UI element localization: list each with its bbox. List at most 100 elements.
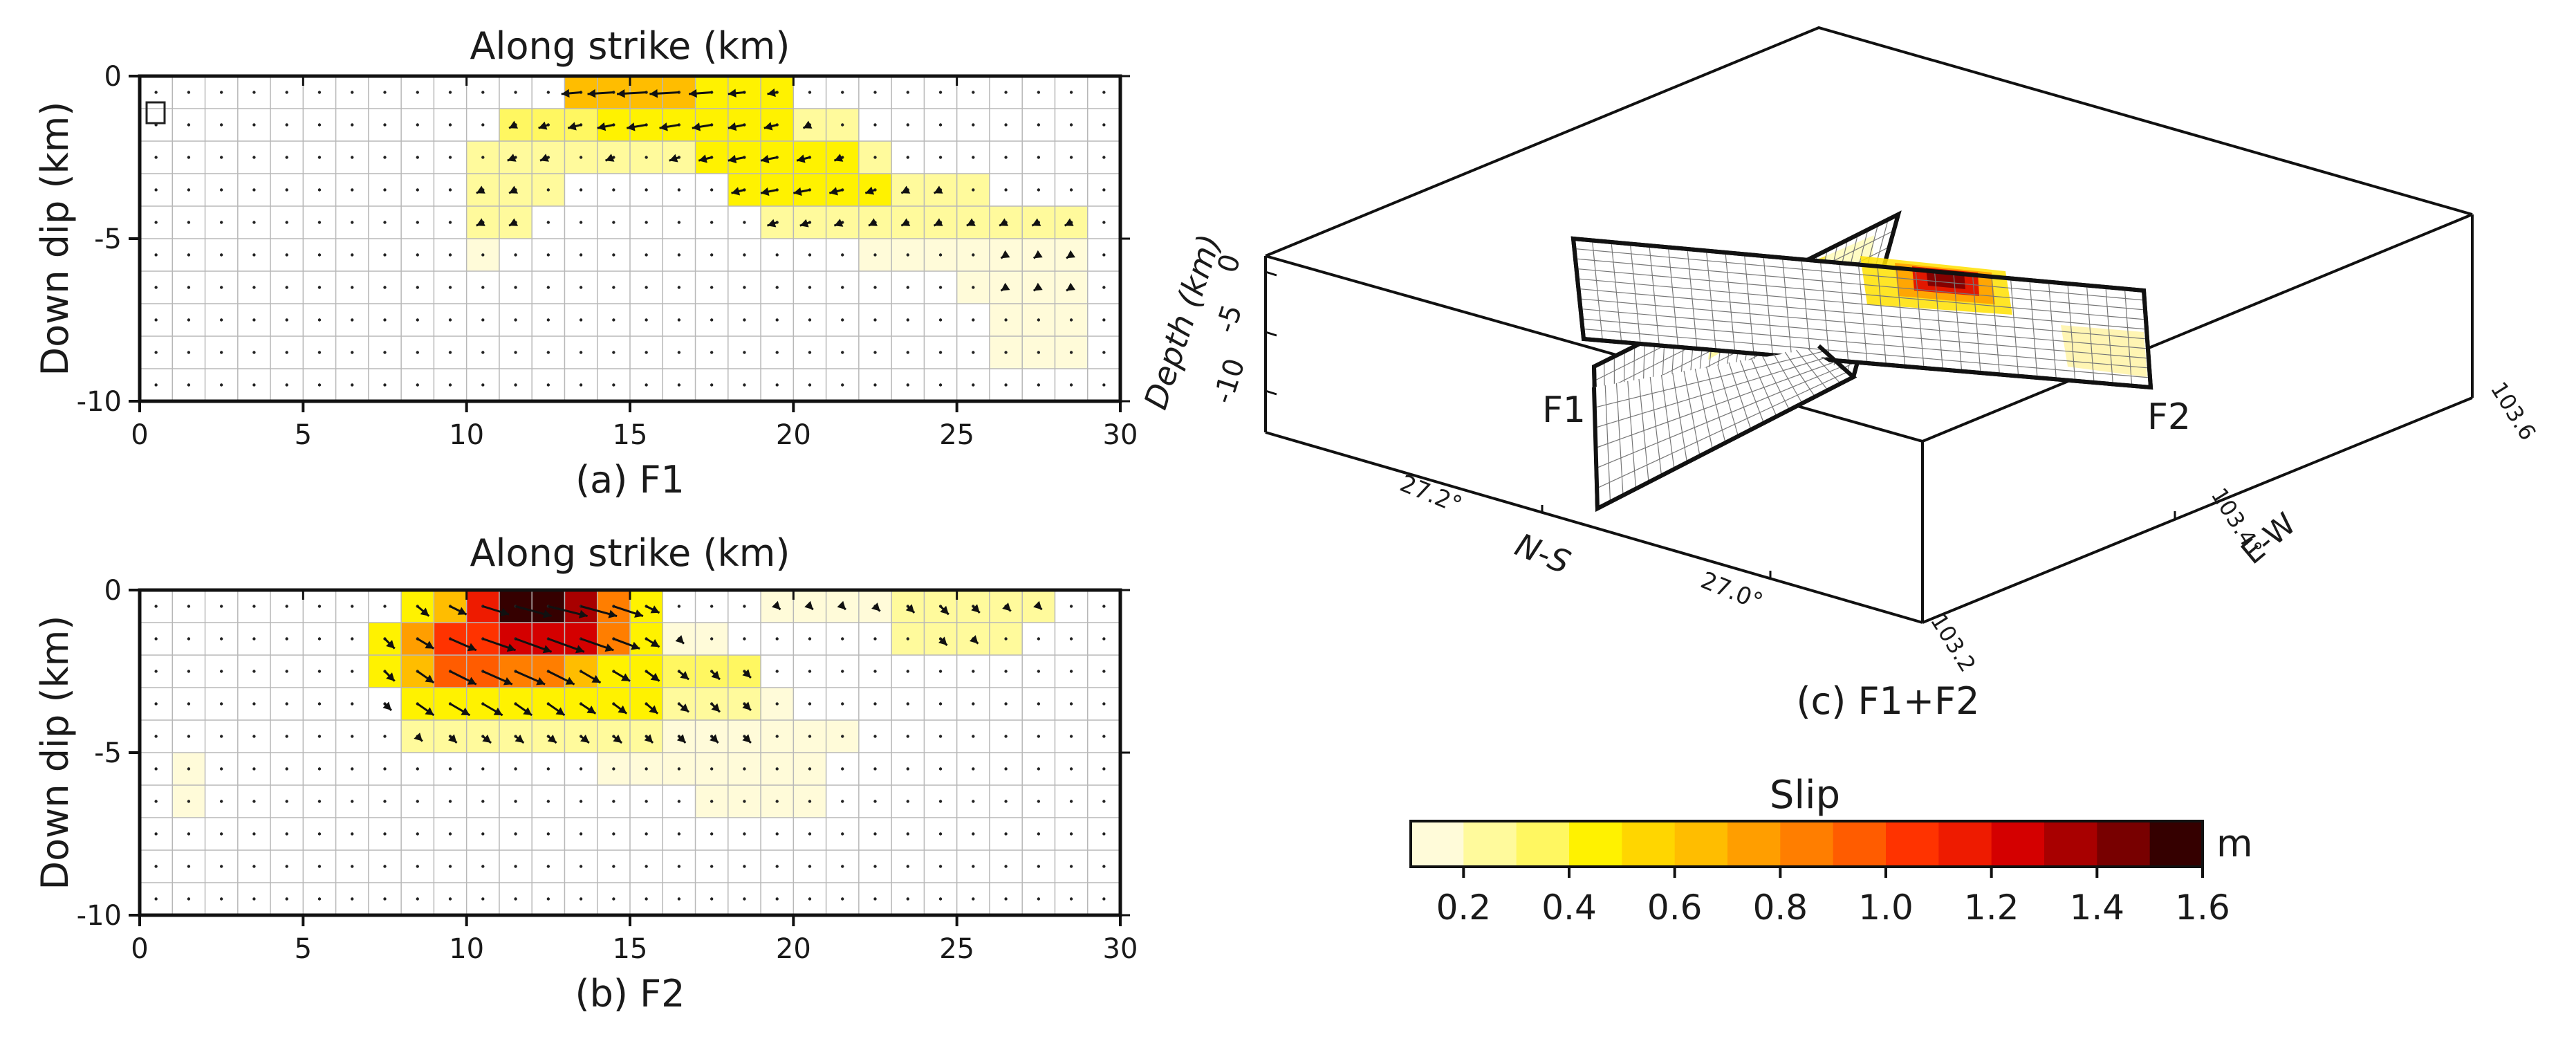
b-rake-arrowhead-21 bbox=[542, 645, 552, 654]
b-cell-dot bbox=[710, 865, 714, 868]
panel-c-caption: (c) F1+F2 bbox=[1796, 679, 1979, 723]
b-cell-dot bbox=[252, 637, 256, 641]
b-cell-dot bbox=[873, 670, 877, 673]
a-rake-arrowhead-2 bbox=[617, 89, 625, 98]
a-rake-arrowhead-19 bbox=[605, 154, 615, 162]
b-cell-dot bbox=[1102, 702, 1106, 706]
b-cell-dot bbox=[1102, 637, 1106, 641]
b-cell-dot bbox=[1102, 832, 1106, 836]
b-rake-arrowhead-3 bbox=[542, 609, 552, 618]
b-cell-dot bbox=[416, 800, 419, 803]
a-rake-arrowhead-14 bbox=[728, 122, 737, 131]
b-cell-dot bbox=[1102, 865, 1106, 868]
b-cell-dot bbox=[252, 702, 256, 706]
a-cell-dot bbox=[514, 383, 517, 387]
a-cell-dot bbox=[906, 351, 909, 354]
a-cell-dot bbox=[612, 221, 615, 224]
b-cell-dot bbox=[481, 897, 485, 901]
b-cell-dot bbox=[645, 832, 648, 836]
a-cell-dot bbox=[317, 253, 322, 257]
b-cell-dot bbox=[252, 767, 256, 771]
b-cell-dot bbox=[1037, 735, 1041, 738]
b-cell-dot bbox=[775, 832, 779, 836]
f2-mesh-line bbox=[1581, 318, 2150, 369]
b-cell-dot bbox=[252, 605, 256, 608]
a-cell-dot bbox=[1037, 351, 1041, 354]
a-rake-arrowhead-51 bbox=[1033, 282, 1043, 291]
b-cell-dot bbox=[383, 865, 387, 868]
colorbar-swatch-11 bbox=[1991, 821, 2045, 867]
b-cell-dot bbox=[938, 800, 943, 803]
a-cell-dot bbox=[938, 383, 943, 387]
a-cell-dot bbox=[972, 383, 975, 387]
a-rake-arrowhead-42 bbox=[934, 218, 943, 226]
a-cell-dot bbox=[448, 351, 452, 354]
b-cell-dot bbox=[906, 800, 909, 803]
a-cell-dot bbox=[1037, 318, 1041, 322]
b-cell-dot bbox=[481, 865, 485, 868]
a-cell-dot bbox=[448, 156, 452, 159]
a-cell-dot bbox=[546, 383, 550, 387]
b-cell-dot bbox=[252, 670, 256, 673]
b-rake-arrowhead-19 bbox=[467, 643, 476, 652]
a-cell-dot bbox=[285, 318, 288, 322]
a-cell-dot bbox=[710, 383, 714, 387]
a-rake-arrowhead-37 bbox=[767, 219, 777, 228]
b-rake-arrowhead-51 bbox=[711, 703, 720, 712]
a-cell-dot bbox=[938, 156, 943, 159]
a-cell-dot bbox=[252, 156, 256, 159]
colorbar-swatch-1 bbox=[1463, 821, 1517, 867]
a-cell-dot bbox=[448, 253, 452, 257]
a-cell-dot bbox=[677, 351, 681, 354]
b-rake-arrowhead-31 bbox=[467, 677, 476, 685]
a-cell-dot bbox=[841, 253, 844, 257]
a-xtick-label-10: 10 bbox=[449, 419, 484, 451]
b-cell-dot bbox=[677, 800, 681, 803]
panel-b-rake-vectors bbox=[154, 600, 1106, 901]
a-rake-arrowhead-49 bbox=[1066, 250, 1075, 259]
a-rake-arrowhead-46 bbox=[1064, 218, 1074, 226]
a-cell-dot bbox=[677, 286, 681, 289]
a-cell-dot bbox=[383, 123, 387, 127]
b-rake-arrowhead-49 bbox=[649, 705, 658, 714]
b-cell-dot bbox=[154, 767, 158, 771]
a-cell-dot bbox=[285, 188, 288, 192]
a-cell-dot bbox=[1102, 188, 1106, 192]
a-rake-arrowhead-25 bbox=[834, 154, 844, 162]
a-cell-dot bbox=[972, 123, 975, 127]
b-cell-dot bbox=[317, 897, 322, 901]
a-cell-dot bbox=[873, 318, 877, 322]
f2-mesh-line bbox=[1577, 278, 2147, 330]
b-cell-dot bbox=[938, 702, 943, 706]
a-cell-dot bbox=[481, 318, 485, 322]
f2-slip-patch-east bbox=[2061, 325, 2147, 377]
b-cell-dot bbox=[938, 735, 943, 738]
a-cell-dot bbox=[775, 253, 779, 257]
b-cell-dot bbox=[841, 832, 844, 836]
b-cell-dot bbox=[383, 800, 387, 803]
a-cell-dot bbox=[481, 286, 485, 289]
b-cell-dot bbox=[1004, 670, 1008, 673]
b-cell-dot bbox=[317, 800, 322, 803]
b-cell-dot bbox=[579, 800, 583, 803]
a-cell-dot bbox=[743, 286, 746, 289]
a-cell-dot bbox=[514, 91, 517, 94]
b-cell-dot bbox=[187, 702, 191, 706]
a-rake-arrowhead-24 bbox=[797, 154, 806, 163]
b-cell-dot bbox=[285, 767, 288, 771]
b-cell-dot bbox=[383, 832, 387, 836]
b-rake-arrowhead-34 bbox=[565, 677, 575, 685]
a-rake-arrowhead-44 bbox=[999, 218, 1009, 226]
ew-tick-label-1032: 103.2 bbox=[1925, 609, 1981, 677]
a-cell-dot bbox=[154, 286, 158, 289]
b-cell-dot bbox=[775, 735, 779, 738]
a-cell-dot bbox=[285, 221, 288, 224]
b-cell-dot bbox=[677, 832, 681, 836]
ns-tick-label-272: 27.2° bbox=[1396, 470, 1466, 520]
a-cell-dot bbox=[481, 383, 485, 387]
a-cell-dot bbox=[1037, 188, 1041, 192]
a-cell-dot bbox=[317, 123, 322, 127]
b-rake-arrowhead-20 bbox=[506, 643, 516, 652]
b-cell-dot bbox=[187, 637, 191, 641]
b-rake-arrowhead-32 bbox=[503, 677, 512, 686]
